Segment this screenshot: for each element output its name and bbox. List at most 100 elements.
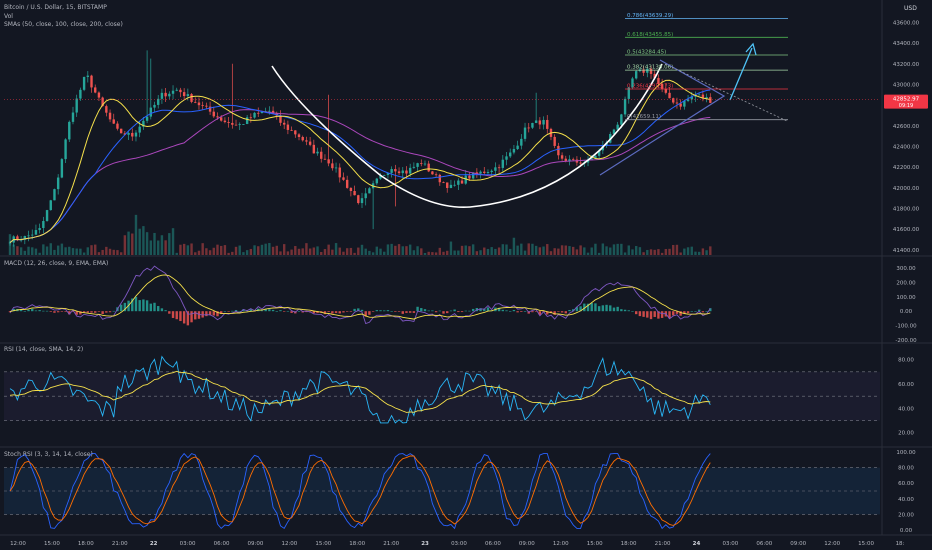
breakout-arrow-head bbox=[745, 42, 757, 56]
volume-bar bbox=[297, 248, 301, 255]
volume-bar bbox=[431, 252, 434, 255]
candles bbox=[8, 50, 712, 247]
candle-body bbox=[483, 171, 486, 173]
candle-body bbox=[94, 87, 97, 93]
volume-bar bbox=[138, 228, 141, 255]
macd-hist-bar bbox=[512, 310, 516, 312]
candle-body bbox=[471, 172, 475, 179]
candle-body bbox=[308, 141, 312, 145]
candle-body bbox=[75, 98, 78, 113]
macd-hist-bar bbox=[131, 298, 134, 312]
candle-body bbox=[68, 121, 71, 140]
macd-hist-bar bbox=[149, 303, 152, 312]
macd-hist-bar bbox=[234, 310, 238, 312]
cup-pattern-curve bbox=[271, 63, 663, 209]
macd-axis-tick: -200.00 bbox=[895, 338, 917, 344]
bar-countdown-text: 09:19 bbox=[899, 103, 913, 109]
candle-body bbox=[401, 170, 404, 174]
macd-hist-bar bbox=[572, 309, 575, 312]
volume-bar bbox=[216, 244, 219, 255]
candle-body bbox=[271, 110, 275, 114]
candle-body bbox=[260, 111, 264, 114]
candle-body bbox=[294, 130, 297, 135]
candle-body bbox=[683, 101, 686, 107]
candle-body bbox=[208, 106, 212, 112]
candle-body bbox=[479, 171, 482, 174]
candle-body bbox=[8, 242, 12, 244]
macd-hist-bar bbox=[323, 311, 327, 315]
candle-body bbox=[468, 175, 471, 179]
volume-bar bbox=[672, 244, 675, 255]
volume-bar bbox=[360, 244, 364, 255]
candle-body bbox=[112, 119, 115, 124]
volume-bar bbox=[208, 250, 212, 255]
candle-body bbox=[557, 145, 560, 156]
macd-hist-bar bbox=[583, 303, 586, 312]
volume-bar bbox=[457, 250, 460, 255]
candle-body bbox=[312, 144, 316, 154]
macd-hist-bar bbox=[223, 311, 227, 312]
candle-body bbox=[690, 96, 693, 100]
macd-hist-bar bbox=[316, 311, 319, 314]
macd-hist-bar bbox=[56, 311, 60, 313]
candle-body bbox=[705, 97, 708, 99]
candle-body bbox=[423, 163, 427, 165]
volume-bar bbox=[660, 252, 664, 255]
macd-hist-bar bbox=[8, 311, 12, 313]
candle-body bbox=[116, 123, 119, 129]
volume-bar bbox=[631, 249, 634, 255]
candle-body bbox=[27, 235, 30, 237]
volume-bar bbox=[108, 248, 112, 255]
volume-bar bbox=[364, 248, 367, 255]
candle-body bbox=[446, 182, 449, 188]
candle-body bbox=[168, 93, 171, 97]
volume-bar bbox=[438, 247, 442, 255]
macd-hist-bar bbox=[142, 299, 145, 312]
volume-bar bbox=[368, 250, 371, 255]
time-axis-tick: 06:00 bbox=[756, 541, 772, 547]
macd-axis-tick: 0.00 bbox=[900, 309, 913, 315]
volume-bar bbox=[464, 245, 467, 255]
candle-body bbox=[420, 163, 423, 164]
volume-bar bbox=[668, 248, 671, 255]
price-axis-tick: 42600.00 bbox=[893, 124, 920, 130]
candle-body bbox=[520, 138, 523, 146]
candle-body bbox=[234, 124, 238, 126]
macd-hist-bar bbox=[357, 308, 360, 312]
macd-hist-bar bbox=[49, 311, 52, 312]
macd-hist-bar bbox=[460, 311, 464, 313]
macd-hist-bar bbox=[509, 311, 512, 312]
candle-body bbox=[379, 175, 382, 179]
macd-hist-bar bbox=[701, 311, 705, 313]
macd-hist-bar bbox=[145, 300, 149, 312]
triangle-projection-dashed bbox=[664, 63, 788, 122]
macd-hist-bar bbox=[201, 311, 204, 318]
time-axis-tick: 06:00 bbox=[214, 541, 230, 547]
volume-bar bbox=[586, 252, 590, 255]
candle-body bbox=[194, 101, 197, 103]
volume-bar bbox=[349, 247, 353, 255]
candle-body bbox=[434, 174, 438, 176]
macd-hist-bar bbox=[627, 310, 630, 312]
time-axis-tick: 12:00 bbox=[281, 541, 297, 547]
macd-hist-bar bbox=[334, 311, 338, 313]
macd-hist-bar bbox=[471, 308, 475, 312]
candle-body bbox=[227, 122, 230, 123]
volume-bar bbox=[64, 247, 67, 255]
candle-body bbox=[19, 239, 23, 241]
macd-hist-bar bbox=[182, 311, 186, 324]
macd-hist-bar bbox=[457, 311, 460, 313]
macd-hist-bar bbox=[390, 311, 393, 312]
candle-body bbox=[360, 198, 364, 204]
stoch-axis-tick: 60.00 bbox=[898, 481, 914, 487]
macd-hist-bar bbox=[242, 309, 245, 312]
candle-body bbox=[212, 111, 215, 117]
macd-axis-tick: 200.00 bbox=[896, 280, 916, 286]
volume-bar bbox=[572, 246, 575, 255]
macd-hist-bar bbox=[531, 311, 534, 313]
volume-bar bbox=[531, 243, 534, 255]
volume-bar bbox=[434, 252, 438, 255]
macd-hist-bar bbox=[660, 311, 664, 318]
candle-body bbox=[457, 180, 460, 185]
